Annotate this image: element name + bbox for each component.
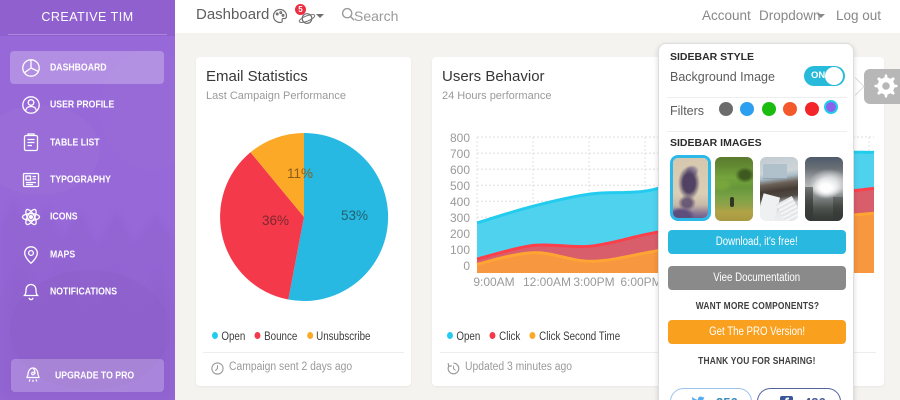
svg-text:36%: 36% <box>262 213 289 228</box>
svg-text:500: 500 <box>450 179 470 193</box>
svg-text:12:00AM: 12:00AM <box>523 275 571 289</box>
svg-text:300: 300 <box>450 211 470 225</box>
svg-text:9:00AM: 9:00AM <box>473 275 514 289</box>
svg-text:400: 400 <box>450 195 470 209</box>
svg-text:700: 700 <box>450 147 470 161</box>
svg-text:100: 100 <box>450 243 470 257</box>
svg-text:53%: 53% <box>341 208 368 223</box>
svg-text:3:00PM: 3:00PM <box>573 275 614 289</box>
svg-text:200: 200 <box>450 227 470 241</box>
svg-text:11%: 11% <box>287 166 313 181</box>
svg-text:0: 0 <box>463 259 470 273</box>
svg-text:800: 800 <box>450 131 470 145</box>
svg-text:600: 600 <box>450 163 470 177</box>
svg-text:6:00PM: 6:00PM <box>620 275 661 289</box>
